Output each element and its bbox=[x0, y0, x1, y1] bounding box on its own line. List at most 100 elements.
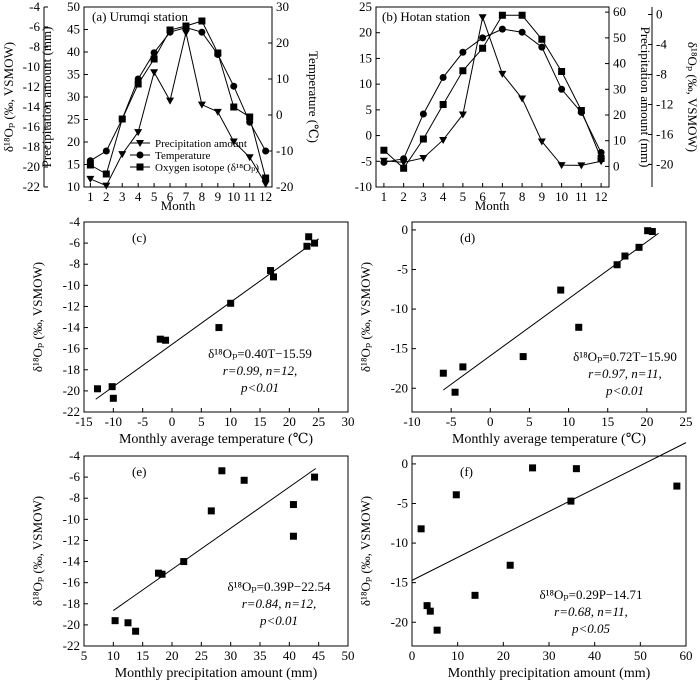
panel-f-y-tick-label: 0 bbox=[402, 456, 409, 471]
panel-c-y-tick-label: -4 bbox=[69, 214, 80, 229]
panel-b-series-point bbox=[439, 73, 447, 81]
panel-b-temp-y-tick-label: -10 bbox=[355, 179, 372, 194]
panel-a-legend-marker bbox=[136, 140, 144, 147]
panel-d-point bbox=[621, 252, 629, 260]
panel-f-point bbox=[433, 626, 441, 634]
panel-e-x-tick-label: 40 bbox=[283, 648, 296, 663]
panel-b-temp-y-tick-label: 25 bbox=[359, 0, 372, 14]
panel-a-isotope-y-tick-label: -20 bbox=[23, 159, 40, 174]
panel-c-y-tick-label: -20 bbox=[63, 383, 80, 398]
panel-d-equation: δ¹⁸Oₚ=0.72T−15.90 bbox=[573, 349, 677, 364]
panel-a-isotope-y-tick-label: -4 bbox=[29, 0, 40, 14]
panel-e-y-tick-label: -22 bbox=[63, 638, 80, 653]
panel-a-series-point bbox=[86, 161, 94, 169]
panel-c-point bbox=[311, 239, 319, 247]
panel-a-temp-y-tick-label: 30 bbox=[276, 0, 289, 14]
panel-f-point bbox=[471, 591, 479, 599]
panel-a-series-point bbox=[214, 49, 222, 57]
panel-b-series-point bbox=[498, 11, 506, 19]
panel-b-series-point bbox=[558, 68, 566, 75]
panel-c-y-tick-label: -22 bbox=[63, 404, 80, 419]
panel-e-fit-line bbox=[113, 468, 317, 611]
panel-b-series-point bbox=[577, 107, 585, 114]
panel-a-precip-y-tick-label: 40 bbox=[67, 44, 80, 59]
panel-d-p-value: p<0.01 bbox=[605, 383, 644, 398]
panel-c-equation: δ¹⁸Oₚ=0.40T−15.59 bbox=[208, 346, 312, 361]
panel-c-point bbox=[156, 335, 164, 343]
panel-b-series-point bbox=[478, 14, 487, 22]
panel-f-point bbox=[426, 607, 434, 615]
panel-e-y-tick-label: -12 bbox=[63, 532, 80, 547]
panel-f-point bbox=[417, 525, 425, 533]
panel-b-x-tick-label: 2 bbox=[400, 189, 407, 204]
panel-e-x-tick-label: 30 bbox=[224, 648, 237, 663]
panel-f-y-tick-label: -15 bbox=[391, 575, 408, 590]
panel-a-x-tick-label: 10 bbox=[227, 189, 240, 204]
panel-c-title: (c) bbox=[132, 230, 146, 245]
panel-b: 1 2 3 4 5 6 7 8 9 10 11 12-10-505101520250102030405… bbox=[355, 0, 700, 213]
panel-a-isotope-y-tick-label: -16 bbox=[23, 119, 41, 134]
panel-c-point bbox=[303, 242, 311, 250]
panel-a-series-point bbox=[102, 182, 111, 190]
panel-c-y-tick-label: -14 bbox=[63, 320, 81, 335]
panel-e-point bbox=[207, 507, 215, 515]
panel-b-precip-axis-label: Precipitation amount (mm) bbox=[638, 27, 653, 168]
panel-a-series-point bbox=[150, 49, 158, 57]
panel-d-point bbox=[613, 261, 621, 269]
panel-b-series-point bbox=[518, 28, 526, 36]
panel-d-point bbox=[439, 369, 447, 377]
panel-f-point bbox=[506, 561, 514, 569]
panel-f-x-tick-label: 0 bbox=[409, 648, 416, 663]
panel-f-x-tick-label: 60 bbox=[680, 648, 693, 663]
panel-f-point bbox=[572, 465, 580, 473]
panel-d-point bbox=[459, 363, 467, 371]
panel-e-point bbox=[124, 619, 132, 627]
panel-b-isotope-y-tick-label: -20 bbox=[656, 157, 673, 172]
panel-e-x-tick-label: 50 bbox=[342, 648, 355, 663]
panel-b-series-point bbox=[518, 11, 526, 19]
panel-c-y-axis-label: δ¹⁸Oₚ (‰, VSMOW) bbox=[30, 262, 45, 372]
panel-b-series-point bbox=[498, 25, 506, 33]
panel-a-legend-marker bbox=[136, 163, 144, 171]
panel-e-x-tick-label: 20 bbox=[166, 648, 179, 663]
panel-a-x-tick-label: 12 bbox=[259, 189, 272, 204]
panel-b-isotope-y-tick-label: 0 bbox=[656, 7, 663, 22]
panel-b-temp-y-tick-label: 5 bbox=[366, 102, 373, 117]
panel-a-series-point bbox=[118, 115, 126, 123]
panel-a-isotope-axis-label: δ¹⁸Oₚ (‰, VSMOW) bbox=[1, 42, 16, 152]
panel-a-x-tick-label: 11 bbox=[243, 189, 256, 204]
panel-f-r-value: r=0.68, n=11, bbox=[554, 604, 628, 619]
panel-e-y-tick-label: -20 bbox=[63, 617, 80, 632]
panel-a-precip-y-tick-label: 30 bbox=[67, 89, 80, 104]
panel-d-y-tick-label: 0 bbox=[402, 222, 409, 237]
panel-a-precip-y-tick-label: 50 bbox=[67, 0, 80, 14]
panel-f-point bbox=[529, 464, 537, 472]
panel-a-series-point bbox=[197, 101, 206, 109]
panel-f-x-tick-label: 10 bbox=[451, 648, 464, 663]
panel-a-isotope-y-tick-label: -6 bbox=[29, 19, 40, 34]
panel-b-series-point bbox=[419, 154, 428, 162]
panel-b-series-point bbox=[459, 48, 467, 56]
panel-a-x-tick-label: 3 bbox=[119, 189, 126, 204]
panel-a-series-point bbox=[166, 97, 175, 105]
panel-a-precip-axis-label: Precipitation amount (mm) bbox=[39, 27, 54, 168]
panel-e-point bbox=[240, 476, 248, 484]
panel-a-series-point bbox=[198, 28, 206, 36]
panel-b-isotope-y-tick-label: -8 bbox=[656, 67, 667, 82]
panel-a-series-line-1 bbox=[90, 26, 267, 162]
panel-a-series-point bbox=[150, 69, 159, 77]
panel-d-point bbox=[519, 353, 527, 361]
panel-e-y-tick-label: -10 bbox=[63, 511, 80, 526]
panel-e-point bbox=[111, 617, 119, 625]
panel-a-isotope-y-tick-label: -22 bbox=[23, 179, 40, 194]
panel-c-frame bbox=[83, 221, 349, 413]
panel-d: -10 -5 0 5 10 15 20 25 -20 -15 -10 -5 0 Monthly avera… bbox=[358, 221, 693, 447]
panel-a-series-point bbox=[102, 170, 110, 178]
panel-f-y-axis-label: δ¹⁸Oₚ (‰, VSMOW) bbox=[358, 496, 373, 606]
panel-a-series-point bbox=[261, 180, 270, 188]
panel-c-x-tick-label: 5 bbox=[198, 414, 205, 429]
panel-d-y-tick-label: -5 bbox=[397, 262, 408, 277]
panel-b-series-point bbox=[380, 158, 388, 166]
panel-c-point bbox=[109, 394, 117, 402]
panel-e-point bbox=[132, 627, 140, 635]
